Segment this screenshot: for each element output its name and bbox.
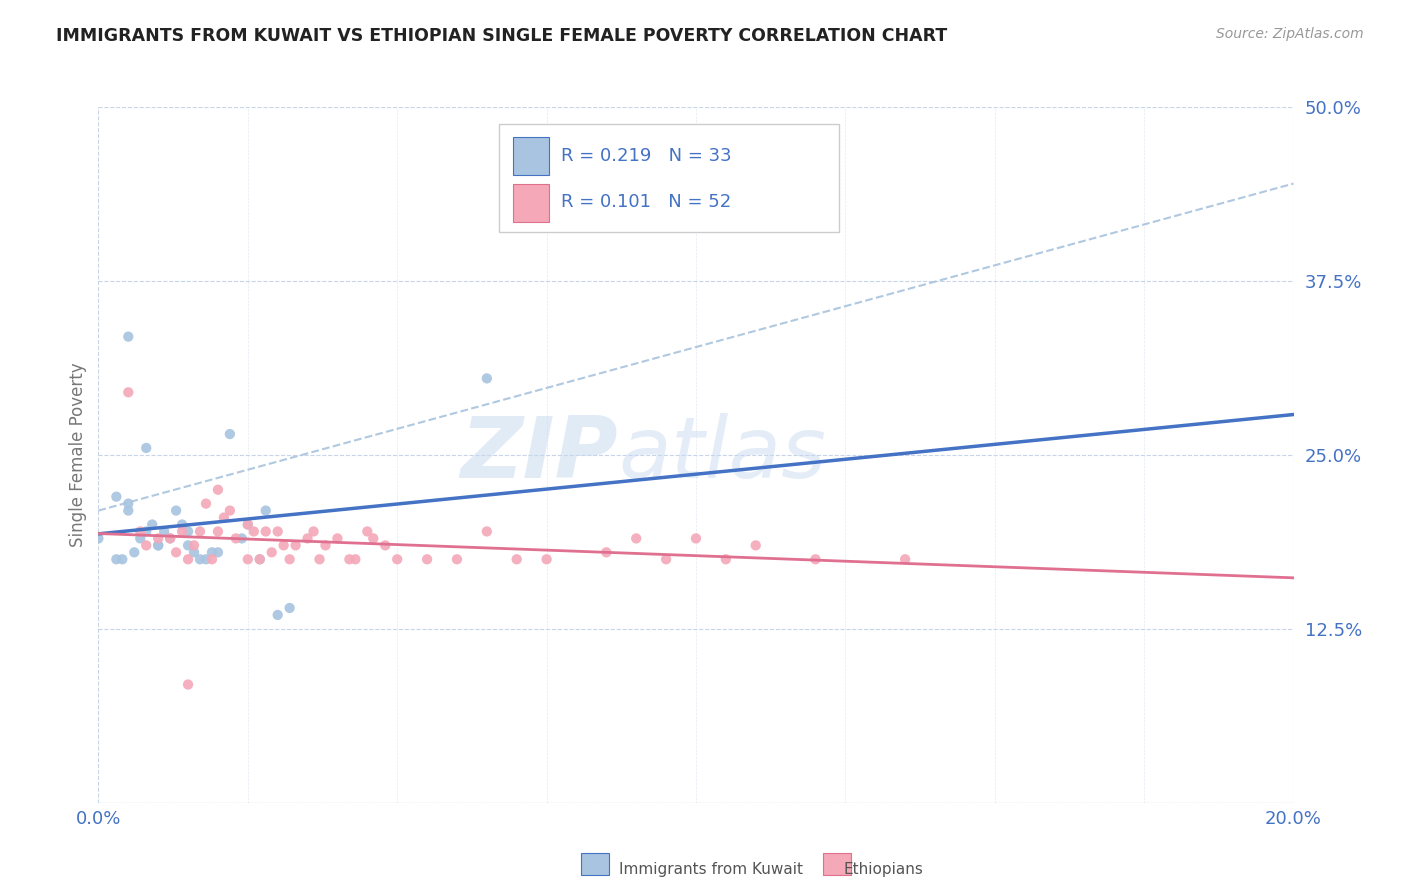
Bar [823,853,851,875]
Point [254,503,277,517]
Bar [581,853,609,875]
Point [201,545,224,559]
Point [124,545,146,559]
Point [624,532,647,546]
Point [105,552,128,566]
Point [165,503,187,517]
Point [254,524,277,539]
Point [183,538,205,552]
Bar [513,184,548,222]
Point [148,538,170,552]
Point [105,490,128,504]
Point [177,552,200,566]
Point [249,552,271,566]
Point [416,552,439,566]
Point [172,517,194,532]
Bar [513,137,548,175]
Point [363,532,385,546]
Point [308,552,330,566]
Point [177,524,200,539]
Point [159,532,181,546]
Point [153,524,176,539]
Point [315,538,337,552]
Point [135,441,157,455]
Point [219,503,242,517]
Point [194,497,218,511]
Point [231,532,253,546]
Point [111,552,134,566]
Text: Immigrants from Kuwait: Immigrants from Kuwait [619,863,803,877]
Point [117,497,139,511]
Point [297,532,319,546]
Point [148,538,170,552]
Point [236,517,259,532]
Point [302,524,325,539]
FancyBboxPatch shape [499,124,839,232]
Point [506,552,529,566]
Point [260,545,283,559]
Text: ZIP: ZIP [461,413,619,497]
Point [446,552,468,566]
Point [207,524,229,539]
Point [183,545,205,559]
Point [141,517,163,532]
Point [135,538,157,552]
Text: IMMIGRANTS FROM KUWAIT VS ETHIOPIAN SINGLE FEMALE POVERTY CORRELATION CHART: IMMIGRANTS FROM KUWAIT VS ETHIOPIAN SING… [56,27,948,45]
Point [212,510,235,524]
Point [207,483,229,497]
Point [207,545,229,559]
Point [273,538,295,552]
Point [595,545,617,559]
Point [249,552,271,566]
Point [219,427,242,442]
Point [188,552,211,566]
Point [177,677,200,691]
Point [117,329,139,343]
Point [745,538,768,552]
Point [201,552,224,566]
Point [117,503,139,517]
Point [225,532,247,546]
Y-axis label: Single Female Poverty: Single Female Poverty [69,363,87,547]
Point [129,524,152,539]
Point [475,524,498,539]
Point [165,545,187,559]
Point [326,532,349,546]
Point [236,552,259,566]
Point [267,524,290,539]
Point [655,552,678,566]
Point [117,385,139,400]
Point [278,552,301,566]
Point [172,524,194,539]
Point [894,552,917,566]
Point [148,532,170,546]
Point [278,601,301,615]
Text: Source: ZipAtlas.com: Source: ZipAtlas.com [1216,27,1364,41]
Point [685,532,707,546]
Point [188,524,211,539]
Point [714,552,737,566]
Point [475,371,498,385]
Point [267,607,290,622]
Point [339,552,360,566]
Text: R = 0.219   N = 33: R = 0.219 N = 33 [561,147,731,165]
Text: Ethiopians: Ethiopians [844,863,924,877]
Point [135,524,157,539]
Text: atlas: atlas [619,413,827,497]
Point [194,552,218,566]
Point [87,532,110,546]
Point [236,517,259,532]
Point [159,532,181,546]
Point [284,538,307,552]
Point [344,552,367,566]
Point [177,538,200,552]
Point [243,524,266,539]
Point [356,524,378,539]
Text: R = 0.101   N = 52: R = 0.101 N = 52 [561,194,731,211]
Point [374,538,396,552]
Point [385,552,409,566]
Point [804,552,827,566]
Point [129,532,152,546]
Point [536,552,558,566]
